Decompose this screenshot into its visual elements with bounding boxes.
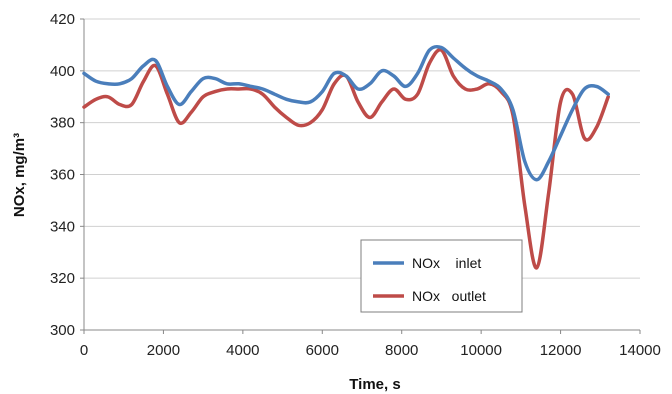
legend: NOx inlet NOx outlet xyxy=(360,239,523,313)
x-tick-label: 10000 xyxy=(460,342,502,359)
y-tick-label: 340 xyxy=(50,218,75,235)
y-tick-label: 380 xyxy=(50,115,75,132)
legend-label-outlet: NOx outlet xyxy=(412,288,486,304)
x-tick-label: 4000 xyxy=(226,342,259,359)
legend-box xyxy=(360,239,523,313)
x-tick-label: 2000 xyxy=(147,342,180,359)
gridlines xyxy=(84,18,640,279)
x-axis-title: Time, s xyxy=(349,376,400,393)
legend-label-inlet: NOx inlet xyxy=(412,255,481,271)
x-tick-label: 0 xyxy=(80,342,88,359)
axes xyxy=(80,18,641,334)
y-tick-labels: 300 320 340 360 380 400 420 xyxy=(50,11,75,339)
y-tick-label: 420 xyxy=(50,11,75,28)
x-tick-labels: 0 2000 4000 6000 8000 10000 12000 14000 xyxy=(80,342,661,359)
y-axis-title: NOx, mg/m³ xyxy=(11,133,28,217)
x-tick-label: 14000 xyxy=(619,342,661,359)
x-tick-label: 12000 xyxy=(540,342,582,359)
series-line-nox-inlet xyxy=(82,44,610,182)
y-tick-label: 300 xyxy=(50,322,75,339)
y-tick-label: 320 xyxy=(50,270,75,287)
y-tick-label: 400 xyxy=(50,63,75,80)
x-tick-label: 8000 xyxy=(385,342,418,359)
series-lines xyxy=(82,44,610,270)
x-tick-label: 6000 xyxy=(306,342,339,359)
y-tick-label: 360 xyxy=(50,167,75,184)
